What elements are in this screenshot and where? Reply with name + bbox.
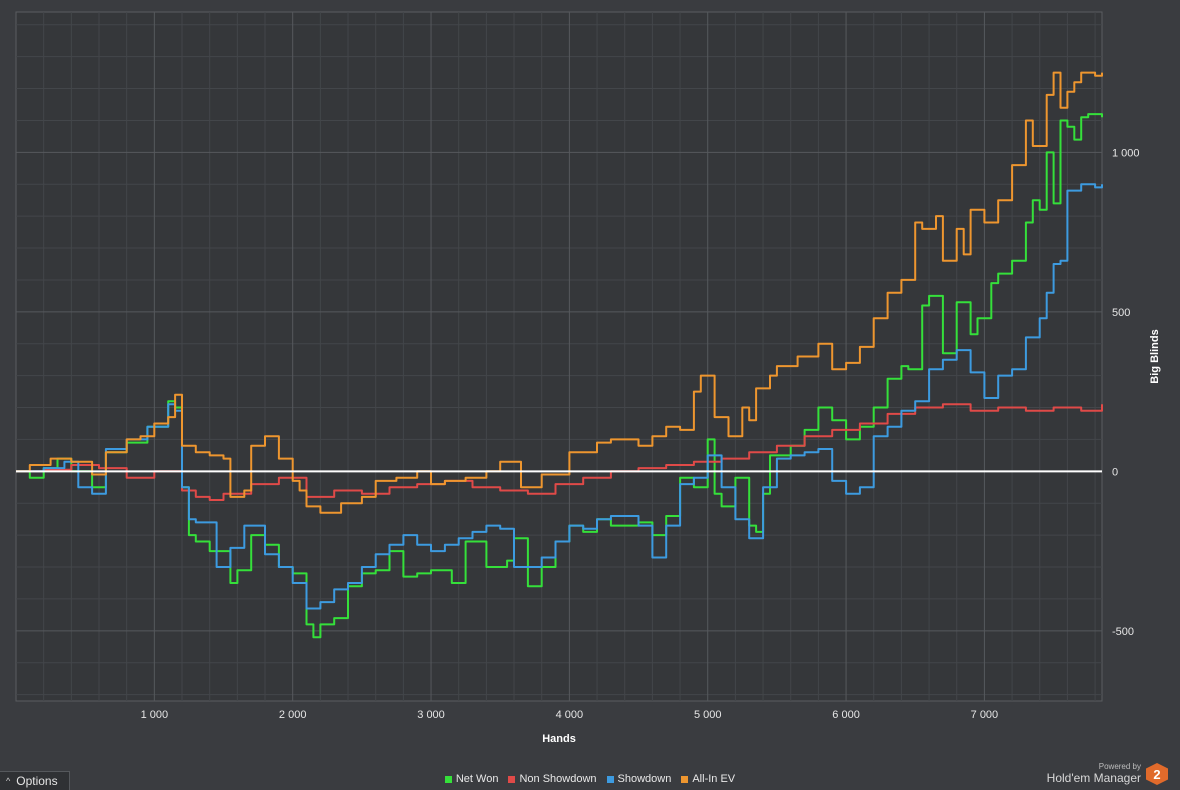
legend-swatch [681,775,689,783]
legend-swatch [444,775,452,783]
x-axis-title: Hands [542,733,576,745]
x-tick-label: 3 000 [417,709,445,721]
y-tick-label: 1 000 [1112,147,1140,159]
legend-label: Net Won [455,773,499,785]
x-tick-label: 2 000 [279,709,307,721]
series-line-showdown [16,183,1103,610]
legend-swatch [508,775,516,783]
options-button[interactable]: ^ Options [0,771,70,790]
series-line-all-in-ev [16,71,1103,514]
series-line-non-showdown [16,403,1103,501]
chevron-up-icon: ^ [6,776,11,786]
x-tick-label: 6 000 [832,709,860,721]
chart: 1 000 2 000 3 000 4 000 5 000 6 000 7 000 -500 0… [15,11,1161,745]
legend-item-showdown[interactable]: Showdown [606,773,672,785]
chart-legend: Net Won Non Showdown Showdown All-In EV [0,773,1180,785]
legend-item-net-won[interactable]: Net Won [444,773,499,785]
legend-label: Non Showdown [519,773,597,785]
x-tick-label: 4 000 [556,709,584,721]
legend-item-non-showdown[interactable]: Non Showdown [508,773,597,785]
x-tick-label: 5 000 [694,709,722,721]
legend-swatch [606,775,614,783]
legend-item-all-in-ev[interactable]: All-In EV [681,773,735,785]
branding: Powered by Hold'em Manager 2 [1047,762,1168,785]
powered-by-text: Powered by [1098,762,1141,771]
plot-area [15,11,1103,702]
y-tick-label: -500 [1112,626,1134,638]
options-label: Options [16,774,58,788]
brand-name: Hold'em Manager [1046,771,1141,785]
legend-label: All-In EV [692,773,736,785]
y-axis-title: Big Blinds [1149,329,1161,383]
y-tick-label: 0 [1112,466,1118,478]
y-tick-label: 500 [1112,307,1130,319]
series-line-net-won [16,113,1103,639]
legend-label: Showdown [617,773,672,785]
x-tick-label: 1 000 [141,709,169,721]
x-tick-label: 7 000 [971,709,999,721]
brand-logo: 2 [1146,763,1168,785]
